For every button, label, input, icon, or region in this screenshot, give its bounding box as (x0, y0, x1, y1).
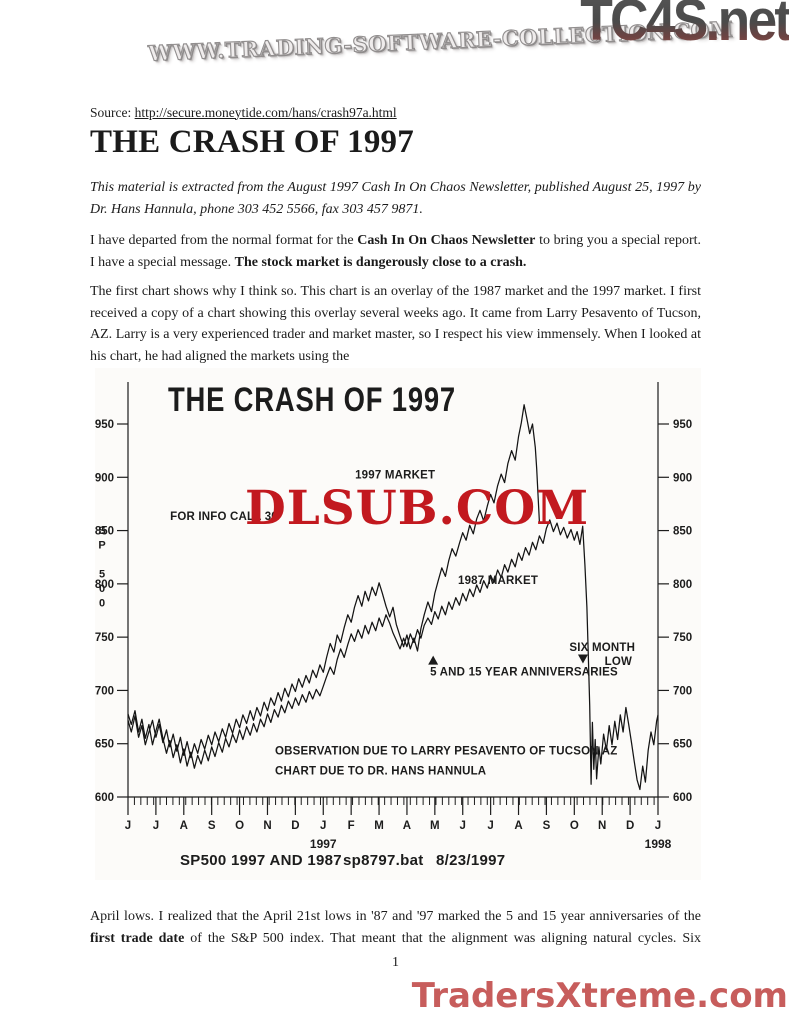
source-line: Source: http://secure.moneytide.com/hans… (90, 105, 397, 121)
y-tick-label-left: 600 (95, 792, 114, 804)
x-month-label: F (348, 820, 355, 832)
y-tick-label-right: 900 (673, 472, 692, 484)
down-triangle-marker (577, 654, 588, 664)
x-month-label: D (626, 820, 634, 832)
y-tick-label-right: 600 (673, 792, 692, 804)
y-axis-title-char: 0 (99, 583, 105, 595)
x-month-label: M (430, 820, 440, 832)
after-chart-paragraph: April lows. I realized that the April 21… (90, 906, 701, 949)
x-month-label: O (570, 820, 579, 832)
intro-run-2: to bring you a special report. I have a … (90, 233, 701, 270)
intro-run-1: I have departed from the normal format f… (90, 233, 358, 248)
x-year-label: 1998 (645, 837, 672, 851)
chart-annotation: LOW (605, 656, 632, 668)
intro-bold-newsletter: Cash In On Chaos Newsletter (357, 233, 536, 248)
tc4s-logo: TC4S.net (580, 0, 791, 50)
after-run-2: of the S&P 500 index. That meant that th… (184, 930, 702, 946)
x-month-label: N (263, 820, 271, 832)
x-month-label: S (208, 820, 216, 832)
x-month-label: J (320, 820, 326, 832)
after-run-1: April lows. I realized that the April 21… (90, 909, 701, 924)
x-month-label: J (460, 820, 466, 832)
intro-bold-crash-warning: The stock market is dangerously close to… (234, 254, 527, 270)
x-month-label: S (543, 820, 551, 832)
x-month-label: D (291, 820, 299, 832)
x-month-label: J (655, 820, 661, 832)
chart-annotation: SIX MONTH (569, 642, 635, 654)
overlay-chart-svg: THE CRASH OF 1997 600 600 650 650 700 700 750 75… (95, 381, 692, 869)
chart-caption-part: sp8797.bat (343, 852, 424, 869)
y-tick-label-right: 750 (673, 632, 692, 644)
series-1987-market (127, 519, 659, 791)
intro-paragraph: I have departed from the normal format f… (90, 230, 701, 273)
page-number: 1 (392, 955, 399, 970)
x-month-label: M (374, 820, 384, 832)
overlay-chart-figure: THE CRASH OF 1997 600 600 650 650 700 700 750 75… (95, 368, 701, 880)
page-title: THE CRASH OF 1997 (90, 124, 414, 160)
chart-caption-part: 8/23/1997 (436, 852, 505, 869)
chart-annotation: CHART DUE TO DR. HANS HANNULA (275, 766, 486, 778)
chart-intro-paragraph: The first chart shows why I think so. Th… (90, 284, 701, 364)
y-tick-label-right: 800 (673, 579, 692, 591)
up-triangle-marker (428, 655, 439, 665)
y-tick-label-left: 850 (95, 526, 114, 538)
x-month-label: J (125, 820, 131, 832)
y-tick-label-left: 900 (95, 472, 114, 484)
y-tick-label-left: 700 (95, 685, 114, 697)
y-tick-label-right: 850 (673, 526, 692, 538)
y-tick-label-left: 750 (95, 632, 114, 644)
tradersxtreme-logo: TradersXtreme.com (412, 976, 788, 1016)
after-bold-first-trade-date: first trade date (90, 930, 185, 946)
y-axis-title-char: S (98, 525, 105, 537)
dlsub-watermark: DLSUB.COM (245, 478, 589, 540)
x-month-label: N (598, 820, 606, 832)
y-tick-label-right: 700 (673, 685, 692, 697)
x-month-label: A (514, 820, 522, 832)
chart-annotation: 1987 MARKET (458, 575, 538, 587)
y-tick-label-left: 950 (95, 419, 114, 431)
source-link[interactable]: http://secure.moneytide.com/hans/crash97… (134, 104, 397, 120)
chart-annotation: 5 AND 15 YEAR ANNIVERSARIES (430, 667, 618, 679)
y-axis-title-char: 5 (99, 569, 105, 581)
source-label: Source: (90, 104, 135, 120)
x-year-label: 1997 (310, 837, 337, 851)
y-tick-label-right: 950 (673, 419, 692, 431)
x-month-label: J (487, 820, 493, 832)
y-tick-label-right: 650 (673, 739, 692, 751)
y-tick-label-left: 650 (95, 739, 114, 751)
y-tick-label-left: 800 (95, 579, 114, 591)
y-axis-title-char: P (98, 540, 105, 552)
x-month-label: A (180, 820, 188, 832)
byline-paragraph: This material is extracted from the Augu… (90, 180, 701, 217)
y-axis-title-char: 0 (99, 598, 105, 610)
x-month-label: A (403, 820, 411, 832)
chart-caption-part: SP500 1997 AND 1987 (180, 852, 342, 869)
x-month-label: J (153, 820, 159, 832)
chart-annotation: OBSERVATION DUE TO LARRY PESAVENTO OF TU… (275, 745, 618, 757)
chart-inner-title: THE CRASH OF 1997 (168, 381, 456, 419)
x-month-label: O (235, 820, 244, 832)
